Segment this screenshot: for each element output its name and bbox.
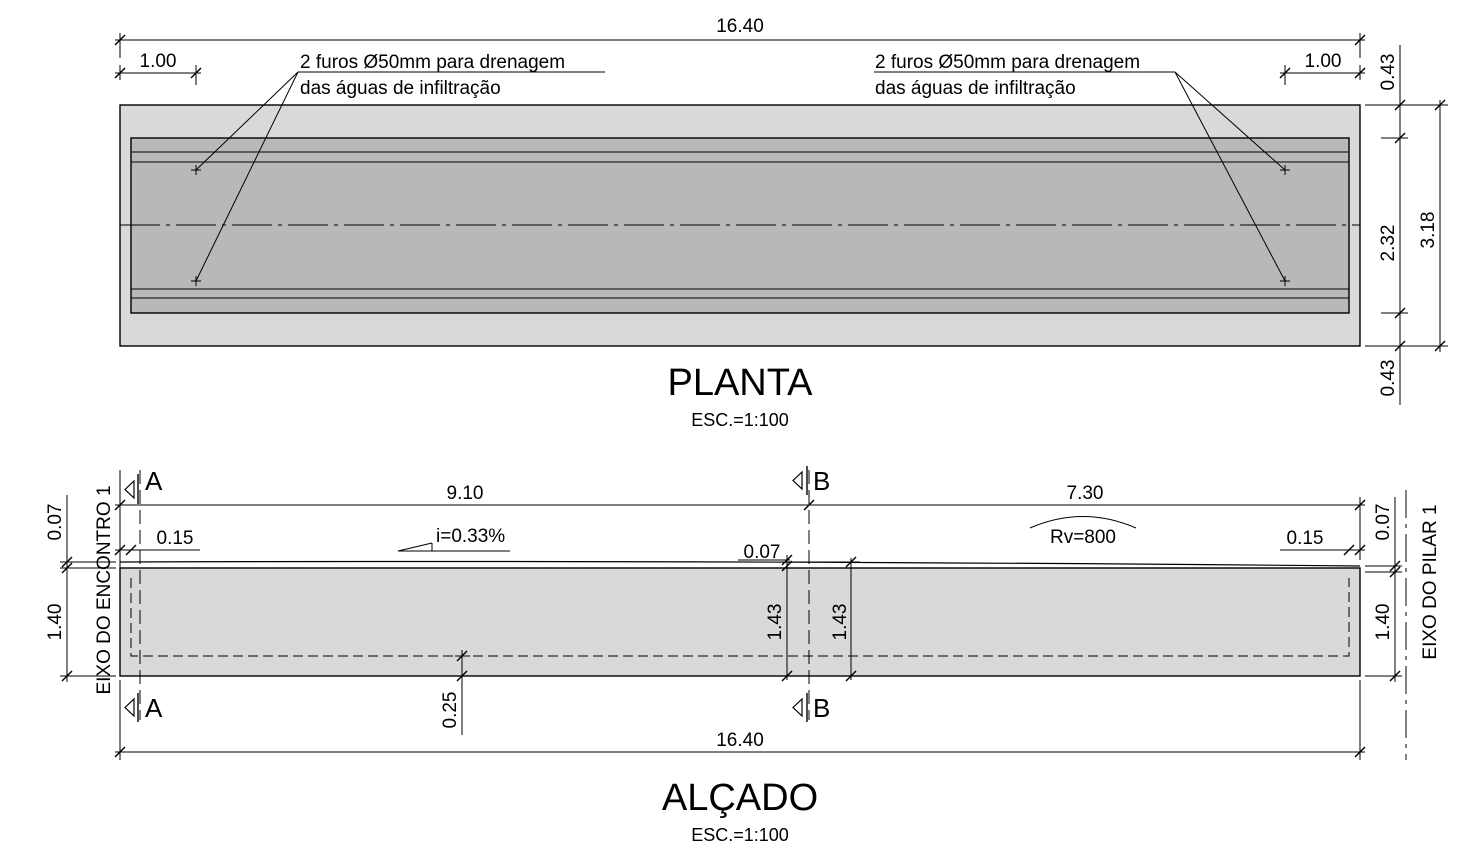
leader-line (195, 71, 299, 282)
dim-elev-right-vertical (1365, 497, 1402, 682)
dim-plan-overall-width-label: 3.18 (1418, 212, 1439, 249)
elevation-scale: ESC.=1:100 (691, 825, 789, 845)
dim-plan-bottom-edge-label: 0.43 (1378, 360, 1399, 397)
dim-elev-left-end-label: 0.15 (157, 528, 194, 549)
drain-note-left-line2: das águas de infiltração (300, 78, 501, 99)
elevation-view: A A B B 9.10 7.30 (45, 466, 1441, 845)
dim-elev-left-vertical (60, 495, 116, 682)
dim-elev-right-top-label: 0.07 (1373, 504, 1394, 541)
plan-scale: ESC.=1:100 (691, 410, 789, 430)
slope-symbol (397, 542, 510, 552)
dim-plan-top-edge-label: 0.43 (1378, 54, 1399, 91)
section-b-bottom-label: B (813, 693, 830, 723)
dim-elev-bottom-offset-label: 0.25 (440, 692, 461, 729)
dim-elev-bottom-offset (455, 650, 470, 735)
elevation-title: ALÇADO (662, 777, 818, 819)
leader-line (1174, 71, 1286, 282)
section-a-top-marker (124, 474, 139, 504)
dim-plan-left-offset (114, 65, 202, 85)
elevation-body (119, 567, 1361, 677)
dim-elev-height-mid-left-label: 1.43 (765, 604, 786, 641)
drain-note-left-line1: 2 furos Ø50mm para drenagem (300, 52, 565, 73)
dim-plan-total-length-label: 16.40 (716, 16, 764, 37)
plan-view: 2 furos Ø50mm para drenagem das águas de… (114, 16, 1448, 430)
dim-elev-spans (114, 497, 1366, 560)
axis-encontro-label: EIXO DO ENCONTRO 1 (94, 485, 115, 694)
section-b-top-label: B (813, 466, 830, 496)
drain-note-right-line2: das águas de infiltração (875, 78, 1076, 99)
dim-elev-height-left-label: 1.40 (45, 604, 66, 641)
section-b-top-marker (792, 466, 808, 495)
drain-note-right-line1: 2 furos Ø50mm para drenagem (875, 52, 1140, 73)
section-a-bottom-marker (124, 693, 139, 722)
slope-label: i=0.33% (436, 526, 505, 547)
leader-line (195, 71, 299, 171)
section-a-top-label: A (145, 466, 163, 496)
dim-elev-mid-top-label: 0.07 (744, 542, 781, 563)
axis-pilar-label: EIXO DO PILAR 1 (1420, 504, 1441, 659)
dim-elev-right-end-label: 0.15 (1287, 528, 1324, 549)
dim-plan-inner-width-label: 2.32 (1378, 225, 1399, 262)
dim-plan-total-length (114, 33, 1366, 58)
plan-title: PLANTA (667, 362, 813, 404)
dim-elev-height-right-label: 1.40 (1373, 604, 1394, 641)
vertical-curve-label: Rv=800 (1050, 527, 1116, 548)
dim-elev-left-top-label: 0.07 (45, 504, 66, 541)
dim-plan-vertical-chain (1365, 45, 1448, 405)
dim-elev-total-length-label: 16.40 (716, 730, 764, 751)
section-b-bottom-marker (792, 693, 808, 722)
dim-plan-right-offset-label: 1.00 (1305, 51, 1342, 72)
dim-elev-right-span-label: 7.30 (1067, 483, 1104, 504)
dim-elev-mid (738, 554, 860, 682)
dim-elev-height-mid-right-label: 1.43 (830, 604, 851, 641)
section-a-bottom-label: A (145, 693, 163, 723)
elevation-hidden-outline (130, 578, 1350, 657)
dim-elev-right-end (1280, 544, 1366, 556)
vertical-curve-symbol (1029, 516, 1137, 529)
dim-plan-left-offset-label: 1.00 (140, 51, 177, 72)
dim-plan-right-offset (1279, 65, 1366, 85)
leader-line (1174, 71, 1286, 171)
elevation-deck-profile (119, 560, 1361, 567)
dim-elev-left-span-label: 9.10 (447, 483, 484, 504)
